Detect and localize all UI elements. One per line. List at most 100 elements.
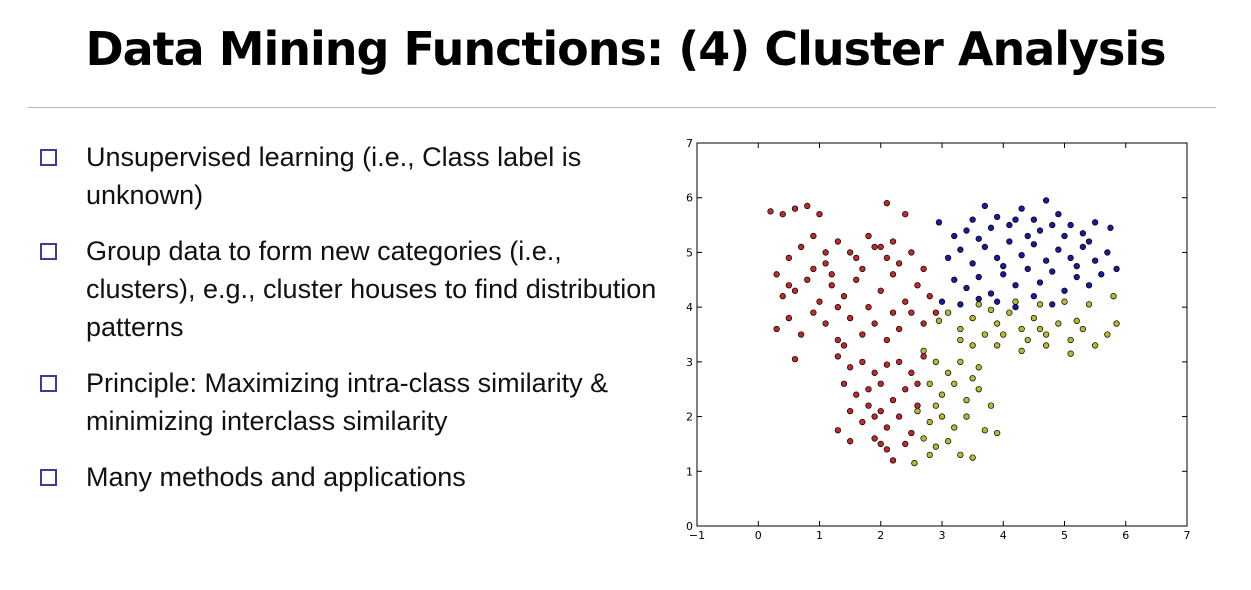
data-point <box>981 202 989 210</box>
bullet-item: Unsupervised learning (i.e., Class label… <box>40 138 660 214</box>
data-point <box>895 358 903 366</box>
data-point <box>1042 197 1050 204</box>
data-point <box>785 282 793 289</box>
data-point <box>1055 210 1062 218</box>
y-tick-label: 6 <box>686 192 693 205</box>
data-point <box>987 224 995 231</box>
data-point <box>889 457 897 464</box>
data-point <box>767 208 774 215</box>
data-point <box>779 210 786 218</box>
data-point <box>883 446 891 453</box>
data-point <box>846 314 854 322</box>
data-point <box>993 342 1001 349</box>
data-point <box>993 429 1001 437</box>
data-point <box>975 386 982 393</box>
data-point <box>944 438 952 445</box>
bullet-text: Group data to form new categories (i.e.,… <box>86 236 657 342</box>
data-point <box>944 309 952 316</box>
data-point <box>846 407 854 415</box>
y-tick-label: 5 <box>686 246 693 259</box>
data-point <box>920 435 927 442</box>
data-point <box>871 413 878 420</box>
data-point <box>871 320 878 327</box>
data-point <box>1018 252 1025 259</box>
data-point <box>1085 238 1093 245</box>
data-point <box>951 232 958 240</box>
hollow-square-icon <box>40 149 57 166</box>
data-point <box>993 213 1001 221</box>
data-point <box>834 353 842 360</box>
data-point <box>902 210 909 218</box>
y-tick-label: 0 <box>686 520 693 533</box>
x-tick-label: 5 <box>1061 529 1068 542</box>
data-point <box>828 271 835 278</box>
data-point <box>1067 350 1074 357</box>
data-point <box>1085 282 1093 289</box>
data-point <box>975 301 982 308</box>
data-point <box>853 254 860 262</box>
data-point <box>883 424 891 431</box>
data-point <box>957 336 964 344</box>
data-point <box>969 454 976 461</box>
y-tick-label: 3 <box>686 356 693 369</box>
data-point <box>932 358 940 366</box>
data-point <box>883 254 891 262</box>
data-point <box>951 424 958 431</box>
data-point <box>957 246 964 253</box>
data-point <box>1061 232 1068 240</box>
data-point <box>975 235 982 242</box>
data-point <box>1073 317 1080 324</box>
data-point <box>883 336 891 344</box>
data-point <box>1098 271 1105 278</box>
data-point <box>1055 320 1062 327</box>
data-point <box>963 397 970 404</box>
data-point <box>975 273 982 281</box>
bullet-item: Many methods and applications <box>40 458 660 496</box>
data-point <box>810 232 817 240</box>
data-point <box>908 309 915 316</box>
data-point <box>865 386 872 393</box>
data-point <box>969 342 976 349</box>
data-point <box>908 429 915 437</box>
data-point <box>926 418 933 426</box>
data-point <box>1042 257 1050 264</box>
data-point <box>889 397 897 404</box>
data-point <box>938 298 946 305</box>
data-point <box>1091 257 1099 264</box>
hollow-square-icon <box>40 243 57 260</box>
data-point <box>987 402 995 409</box>
data-point <box>963 284 970 292</box>
data-point <box>1079 243 1087 251</box>
data-point <box>932 402 940 409</box>
data-point <box>926 380 933 387</box>
bullet-item: Principle: Maximizing intra-class simila… <box>40 364 660 440</box>
data-point <box>957 358 964 366</box>
y-tick-label: 1 <box>686 465 693 478</box>
y-tick-label: 2 <box>686 411 693 424</box>
data-point <box>895 413 903 420</box>
data-point <box>1113 265 1120 272</box>
data-point <box>1012 303 1019 311</box>
y-tick-label: 4 <box>686 301 693 314</box>
data-point <box>1073 273 1080 281</box>
x-tick-label: 1 <box>816 529 823 542</box>
data-point <box>797 331 805 338</box>
data-point <box>877 243 884 251</box>
data-point <box>1018 205 1025 212</box>
data-point <box>1107 224 1114 231</box>
data-point <box>865 303 872 311</box>
data-point <box>810 309 817 316</box>
data-point <box>1073 262 1080 270</box>
data-point <box>840 342 848 349</box>
data-point <box>1036 325 1044 333</box>
data-point <box>895 325 903 333</box>
data-point <box>834 427 842 434</box>
data-point <box>1049 268 1056 275</box>
data-point <box>791 205 799 212</box>
data-point <box>846 438 854 445</box>
data-point <box>1042 342 1050 349</box>
data-point <box>957 301 964 308</box>
data-point <box>932 309 940 316</box>
data-point <box>993 320 1001 327</box>
